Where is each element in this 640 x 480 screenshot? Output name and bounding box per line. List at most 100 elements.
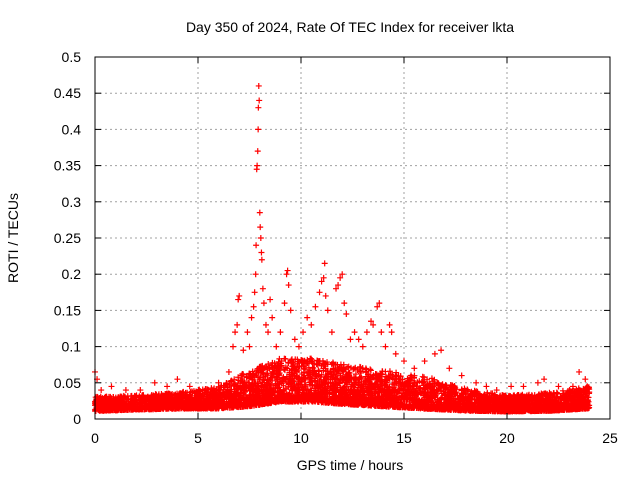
data-point — [570, 401, 577, 408]
data-point — [350, 386, 357, 393]
data-point — [358, 387, 365, 394]
data-point — [431, 380, 438, 387]
data-point — [394, 389, 401, 396]
data-point — [315, 372, 322, 379]
data-point — [392, 372, 399, 379]
data-point — [474, 403, 481, 410]
data-point — [336, 380, 343, 387]
data-point — [557, 399, 564, 406]
data-point — [350, 365, 357, 372]
data-point — [324, 368, 331, 375]
data-point — [250, 391, 257, 398]
data-point — [246, 391, 253, 398]
data-point — [332, 392, 339, 399]
data-point — [273, 376, 280, 383]
data-point — [354, 384, 361, 391]
data-point — [305, 372, 312, 379]
data-point — [296, 363, 303, 370]
data-point — [499, 408, 506, 415]
data-point — [367, 367, 374, 374]
data-point — [111, 396, 118, 403]
data-point — [411, 396, 418, 403]
data-point — [377, 403, 384, 410]
data-point — [391, 398, 398, 405]
data-point — [240, 395, 247, 402]
data-point — [272, 384, 279, 391]
data-point — [259, 362, 266, 369]
data-point — [179, 392, 186, 399]
data-point — [285, 384, 292, 391]
data-point — [581, 387, 588, 394]
data-point — [426, 397, 433, 404]
data-point — [437, 387, 444, 394]
data-point — [558, 396, 565, 403]
data-point — [390, 384, 397, 391]
data-point — [140, 392, 147, 399]
data-point — [550, 405, 557, 412]
data-point — [363, 373, 370, 380]
data-point — [107, 406, 114, 413]
data-point — [313, 391, 320, 398]
data-point — [126, 402, 133, 409]
data-point — [242, 381, 249, 388]
data-point — [275, 371, 282, 378]
data-point — [375, 375, 382, 382]
data-point — [313, 361, 320, 368]
data-point — [171, 401, 178, 408]
data-point — [305, 392, 312, 399]
grid — [95, 57, 610, 419]
data-point — [264, 364, 271, 371]
data-point — [385, 373, 392, 380]
data-point — [308, 358, 315, 365]
data-point — [334, 370, 341, 377]
data-point — [271, 360, 278, 367]
data-point — [247, 386, 254, 393]
data-point — [402, 404, 409, 411]
data-point — [429, 383, 436, 390]
data-point — [136, 393, 143, 400]
data-point — [318, 376, 325, 383]
data-point — [351, 381, 358, 388]
data-point — [138, 406, 145, 413]
data-point — [446, 385, 453, 392]
data-point — [329, 391, 336, 398]
data-point — [411, 372, 418, 379]
data-point — [356, 374, 363, 381]
data-point — [404, 396, 411, 403]
data-point — [354, 367, 361, 374]
data-point — [336, 364, 343, 371]
data-point — [309, 382, 316, 389]
data-point — [349, 394, 356, 401]
data-point — [194, 391, 201, 398]
data-point — [417, 401, 424, 408]
data-point — [342, 373, 349, 380]
data-point — [429, 392, 436, 399]
data-point — [424, 376, 431, 383]
data-point — [436, 396, 443, 403]
data-point — [100, 398, 107, 405]
data-point — [271, 399, 278, 406]
data-point — [378, 371, 385, 378]
data-point — [343, 381, 350, 388]
data-point — [395, 372, 402, 379]
data-point — [451, 400, 458, 407]
data-point — [356, 363, 363, 370]
data-point — [366, 378, 373, 385]
data-point — [267, 376, 274, 383]
data-point — [268, 381, 275, 388]
data-point — [566, 387, 573, 394]
data-point — [438, 382, 445, 389]
data-point — [492, 392, 499, 399]
data-point — [577, 392, 584, 399]
data-point — [334, 384, 341, 391]
data-point — [276, 370, 283, 377]
data-point — [464, 386, 471, 393]
data-point — [282, 364, 289, 371]
data-point — [378, 393, 385, 400]
data-point — [302, 383, 309, 390]
data-point — [499, 395, 506, 402]
data-point — [115, 394, 122, 401]
data-point — [372, 401, 379, 408]
data-point — [264, 386, 271, 393]
